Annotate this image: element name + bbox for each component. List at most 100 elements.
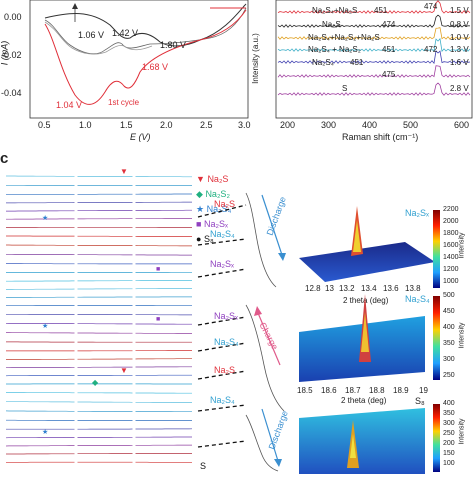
map-2: Na₂S₄ 18.5 18.6 18.7 18.8 18.9 19 2 thet… bbox=[295, 292, 474, 408]
map-1-cbar-1: 2000 bbox=[443, 218, 459, 225]
raman-peak-3: 451 bbox=[382, 45, 395, 54]
xrd-trace bbox=[6, 323, 192, 324]
xrd-trace bbox=[6, 402, 192, 403]
profile-label-5: Na₂S bbox=[214, 365, 235, 375]
xrd-trace bbox=[6, 437, 192, 438]
profile-label-6: Na₂S₄ bbox=[210, 395, 235, 405]
profile-label-3: Na₂Sₓ bbox=[214, 311, 238, 321]
raman-xtick-2: 400 bbox=[362, 120, 377, 130]
map-3: S₈ 400 350 300 250 200 150 100 Intensity bbox=[295, 398, 474, 474]
raman-xtick-1: 300 bbox=[321, 120, 336, 130]
raman-species-2: Na₂S₄+Na₂S₂+Na₂S bbox=[308, 33, 380, 42]
dash-2 bbox=[198, 239, 246, 245]
map-2-xtick-5: 19 bbox=[419, 386, 428, 395]
cv-first-cycle-line bbox=[45, 10, 246, 104]
dash-3 bbox=[198, 269, 246, 277]
xrd-trace bbox=[6, 359, 192, 360]
raman-peak-4: 451 bbox=[350, 58, 363, 67]
map-2-xtick-2: 18.7 bbox=[345, 386, 361, 395]
xrd-trace bbox=[6, 202, 192, 203]
raman-panel: Intensity (a.u.) 200 300 400 500 600 Ram… bbox=[258, 0, 474, 148]
xrd-trace bbox=[6, 367, 192, 368]
cv-annot-104: 1.04 V bbox=[56, 100, 82, 110]
xrd-trace bbox=[6, 219, 192, 220]
xrd-marker-star-3: ★ bbox=[42, 428, 48, 436]
cv-annot-168: 1.68 V bbox=[142, 62, 168, 72]
cv-xtick-4: 2.5 bbox=[200, 120, 213, 130]
map-3-cbar-6: 100 bbox=[443, 460, 455, 467]
xrd-traces-svg bbox=[6, 170, 196, 474]
map-3-cbar-4: 200 bbox=[443, 440, 455, 447]
raman-species-0: Na₂S₄+Na₂S bbox=[312, 6, 357, 15]
map-3-title: S₈ bbox=[415, 396, 425, 406]
xrd-trace bbox=[6, 245, 192, 246]
xrd-trace bbox=[6, 176, 192, 177]
raman-xlabel: Raman shift (cm⁻¹) bbox=[342, 132, 418, 143]
xrd-trace bbox=[6, 333, 192, 334]
xrd-marker-sx-2: ■ bbox=[156, 316, 160, 323]
raman-trace bbox=[278, 15, 470, 27]
raman-volt-1: 0.8 V bbox=[450, 20, 469, 29]
profile-curve-1 bbox=[246, 193, 276, 287]
map-1-cbar-2: 1800 bbox=[443, 230, 459, 237]
cv-xtick-2: 1.5 bbox=[120, 120, 133, 130]
map-3-surface bbox=[299, 408, 425, 474]
profile-label-2: Na₂Sₓ bbox=[210, 259, 234, 269]
map-2-title: Na₂S₄ bbox=[405, 294, 430, 304]
map-3-cbar-label: Intensity bbox=[459, 418, 466, 444]
raman-peak2-0: 474 bbox=[424, 2, 437, 11]
cv-ytick-1: -0.02 bbox=[1, 50, 22, 60]
map-2-cbar-1: 450 bbox=[443, 308, 455, 315]
raman-peak-1: 474 bbox=[382, 20, 395, 29]
raman-species-6: S bbox=[342, 84, 347, 93]
cv-panel: I (mA) 0.00 -0.02 -0.04 0.5 1.0 1.5 2.0 … bbox=[0, 0, 260, 148]
map-2-cbar-4: 300 bbox=[443, 356, 455, 363]
xrd-trace bbox=[6, 236, 192, 237]
raman-xtick-4: 600 bbox=[454, 120, 469, 130]
map-2-cbar-label: Intensity bbox=[459, 322, 466, 348]
raman-volt-2: 1.0 V bbox=[450, 33, 469, 42]
map-3-cbar-1: 350 bbox=[443, 410, 455, 417]
raman-peak2-3: 472 bbox=[424, 45, 437, 54]
map-2-xtick-4: 18.9 bbox=[393, 386, 409, 395]
panel-label-c: c bbox=[0, 150, 8, 167]
arrow-charge-head bbox=[254, 306, 262, 316]
raman-volt-4: 1.6 V bbox=[450, 58, 469, 67]
raman-frame bbox=[276, 0, 472, 118]
xrd-trace bbox=[6, 393, 192, 394]
raman-trace bbox=[278, 83, 470, 95]
map-2-cbar-2: 400 bbox=[443, 324, 455, 331]
xrd-trace bbox=[6, 454, 192, 455]
map-1-colorbar bbox=[433, 210, 440, 288]
map-3-cbar-0: 400 bbox=[443, 400, 455, 407]
map-2-xtick-3: 18.8 bbox=[369, 386, 385, 395]
raman-volt-0: 1.5 V bbox=[450, 6, 469, 15]
cv-xtick-3: 2.0 bbox=[160, 120, 173, 130]
map-2-cbar-5: 250 bbox=[443, 372, 455, 379]
map-1-cbar-5: 1200 bbox=[443, 266, 459, 273]
xrd-marker-star-1: ★ bbox=[42, 214, 48, 222]
raman-volt-3: 1.3 V bbox=[450, 45, 469, 54]
profile-column: Na₂S Na₂S₄ Na₂Sₓ Na₂Sₓ Na₂S₄ Na₂S Na₂S₄ … bbox=[196, 165, 291, 474]
map-2-xtick-0: 18.5 bbox=[297, 386, 313, 395]
map-1-cbar-6: 1000 bbox=[443, 278, 459, 285]
arrow-discharge-1-head bbox=[278, 253, 286, 261]
map-1-surface bbox=[299, 242, 435, 282]
raman-species-1: Na₂S bbox=[322, 20, 341, 29]
map-2-xtick-1: 18.6 bbox=[321, 386, 337, 395]
xrd-trace bbox=[6, 297, 192, 298]
map-3-cbar-2: 300 bbox=[443, 420, 455, 427]
map-1-cbar-4: 1400 bbox=[443, 254, 459, 261]
raman-species-3: Na₂S₄ + Na₂S₂ bbox=[308, 45, 361, 54]
profile-label-1: Na₂S₄ bbox=[210, 229, 235, 239]
map-1-cbar-3: 1600 bbox=[443, 242, 459, 249]
xrd-marker-na2s2: ◆ bbox=[92, 378, 98, 387]
xrd-marker-sx-1: ■ bbox=[156, 266, 160, 273]
map-3-cbar-5: 150 bbox=[443, 450, 455, 457]
arrow-discharge-2-head bbox=[274, 459, 282, 467]
cv-xtick-1: 1.0 bbox=[79, 120, 92, 130]
cv-annot-106: 1.06 V bbox=[78, 30, 104, 40]
xrd-trace bbox=[6, 411, 192, 412]
map-1-cbar-label: Intensity bbox=[459, 232, 466, 258]
cv-xlabel: E (V) bbox=[130, 132, 151, 142]
